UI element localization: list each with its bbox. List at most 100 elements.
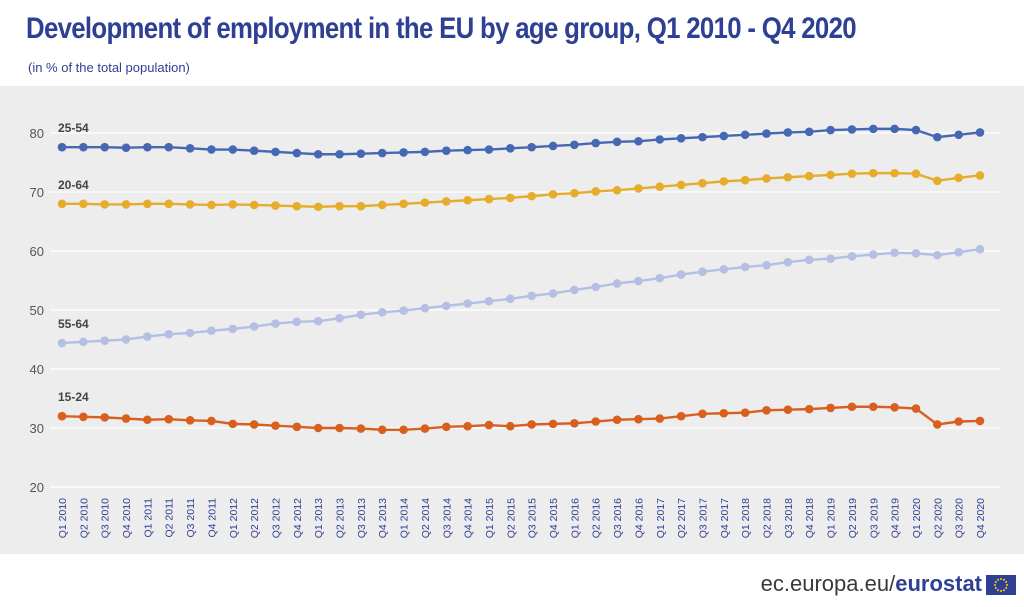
series-25-54 (57, 124, 985, 159)
x-tick-label: Q4 2010 (121, 498, 133, 538)
data-point (100, 142, 109, 152)
data-point (868, 250, 878, 259)
data-point (207, 200, 216, 210)
x-tick-label: Q1 2015 (484, 498, 496, 538)
data-point (698, 132, 707, 142)
data-point (506, 144, 515, 153)
data-point (57, 411, 67, 421)
series-15-24 (57, 402, 985, 435)
data-point (847, 169, 857, 179)
data-point (506, 193, 515, 203)
data-point (847, 252, 857, 261)
x-tick-label: Q1 2013 (313, 498, 325, 538)
x-tick-label: Q3 2020 (954, 498, 966, 538)
data-point (634, 414, 643, 424)
data-point (783, 405, 793, 415)
x-tick-label: Q3 2012 (270, 498, 282, 538)
data-point (484, 420, 494, 430)
data-point (143, 199, 152, 209)
data-point (377, 200, 387, 210)
data-point (762, 129, 771, 138)
data-point (121, 414, 131, 423)
y-tick-label: 70 (30, 185, 44, 200)
data-point (313, 316, 323, 326)
data-point (228, 145, 238, 154)
data-point (954, 417, 963, 426)
data-point (313, 149, 323, 159)
data-point (164, 142, 174, 152)
data-point (911, 249, 921, 258)
source-url-prefix: ec.europa.eu/ (760, 571, 896, 596)
data-point (79, 337, 88, 347)
x-tick-label: Q1 2016 (569, 498, 581, 538)
x-tick-label: Q3 2013 (356, 498, 368, 538)
data-point (719, 177, 729, 186)
data-point (698, 178, 707, 188)
x-tick-label: Q4 2020 (975, 498, 987, 538)
series-line-15-24 (61, 405, 981, 431)
data-point (847, 125, 857, 134)
data-point (548, 419, 558, 429)
data-point (249, 200, 259, 210)
data-point (570, 418, 579, 428)
data-point (292, 422, 302, 432)
data-point (463, 145, 472, 155)
x-tick-label: Q2 2013 (335, 498, 347, 538)
data-point (121, 200, 131, 209)
data-point (762, 174, 771, 183)
y-tick-label: 50 (30, 303, 44, 318)
data-point (335, 149, 344, 159)
data-point (484, 194, 494, 204)
data-point (719, 264, 729, 274)
data-point (719, 408, 729, 418)
series-label-25-54: 25-54 (58, 121, 89, 135)
x-tick-label: Q4 2014 (463, 498, 475, 538)
data-point (399, 199, 408, 209)
data-point (399, 306, 408, 315)
data-point (591, 138, 601, 148)
data-point (185, 144, 195, 153)
data-point (655, 273, 665, 283)
x-tick-label: Q4 2016 (633, 498, 645, 538)
data-point (826, 254, 835, 263)
data-point (356, 149, 366, 158)
data-point (676, 134, 686, 143)
data-point (79, 412, 88, 422)
data-point (100, 336, 109, 345)
chart-panel (0, 86, 1024, 554)
data-point (527, 420, 536, 429)
data-point (249, 146, 259, 155)
data-point (676, 180, 686, 190)
x-tick-label: Q2 2011 (164, 498, 176, 538)
data-point (634, 184, 643, 193)
data-point (698, 409, 707, 419)
data-point (506, 421, 515, 431)
x-tick-label: Q1 2014 (399, 498, 411, 538)
x-tick-label: Q3 2016 (612, 498, 624, 538)
x-tick-label: Q2 2016 (591, 498, 603, 538)
data-point (335, 313, 344, 323)
data-point (975, 244, 985, 254)
data-point (655, 414, 665, 423)
data-point (121, 335, 131, 344)
eu-flag-icon (986, 575, 1016, 595)
data-point (463, 299, 472, 308)
data-point (57, 338, 67, 348)
data-point (740, 262, 750, 272)
chart-title: Development of employment in the EU by a… (26, 12, 857, 45)
x-tick-label: Q2 2018 (762, 498, 774, 538)
data-point (57, 199, 67, 209)
x-tick-label: Q3 2011 (185, 498, 197, 538)
data-point (441, 197, 451, 206)
x-tick-label: Q1 2012 (228, 498, 240, 538)
data-point (527, 142, 536, 152)
data-point (79, 199, 88, 209)
data-point (207, 145, 216, 154)
data-point (207, 326, 216, 335)
series-55-64 (57, 244, 985, 348)
data-point (271, 147, 280, 157)
data-point (335, 423, 344, 433)
x-tick-label: Q3 2014 (441, 498, 453, 538)
x-tick-label: Q2 2012 (249, 498, 261, 538)
data-point (740, 175, 750, 185)
